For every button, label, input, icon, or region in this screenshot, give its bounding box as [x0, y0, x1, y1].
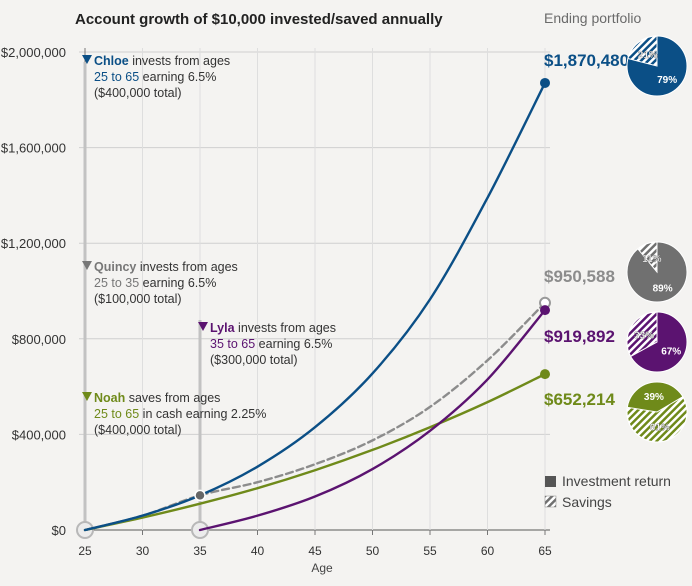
- x-tick-label: 50: [366, 544, 380, 558]
- series-line-noah: [83, 372, 547, 532]
- legend-investment-swatch: [545, 476, 556, 487]
- annotation-name: Lyla: [210, 321, 236, 335]
- end-marker-chloe: [540, 77, 550, 88]
- pie-label-investment: 89%: [653, 284, 673, 295]
- x-tick-label: 60: [481, 544, 495, 558]
- final-value-quincy: $950,588: [544, 267, 615, 286]
- legend-savings-label: Savings: [562, 494, 612, 510]
- y-tick-label: $1,200,000: [1, 236, 66, 251]
- annotation-range: 25 to 65: [94, 70, 139, 84]
- x-tick-label: 35: [193, 544, 207, 558]
- pie-label-investment: 79%: [657, 75, 677, 86]
- y-tick-label: $0: [52, 523, 66, 538]
- annotation-name: Quincy: [94, 260, 136, 274]
- end-marker-lyla: [540, 305, 550, 316]
- annotation-range: 25 to 65: [94, 407, 139, 421]
- pie-lyla: 33% 67%: [626, 311, 688, 373]
- final-value-chloe: $1,870,480: [544, 51, 629, 70]
- grid-layer: $0 $400,000 $800,000 $1,200,000 $1,600,000 $2…: [1, 45, 552, 558]
- value-label-layer: $1,870,480 $950,588 $919,892 $652,214: [544, 51, 629, 409]
- legend-investment-label: Investment return: [562, 473, 671, 489]
- pie-slice-savings: [626, 396, 688, 443]
- pie-layer: 21% 79% 11% 89% 33% 67% 61% 39%: [626, 35, 688, 443]
- series-layer: [83, 81, 547, 532]
- annotation-rate: earning 6.5%: [255, 337, 332, 351]
- x-tick-label: 25: [78, 544, 92, 558]
- annotation-noah: Noah saves from ages 25 to 65 in cash ear…: [82, 391, 266, 437]
- annotation-name: Chloe: [94, 54, 129, 68]
- annotation-line1: Lyla invests from ages: [210, 321, 336, 335]
- y-tick-label: $1,600,000: [1, 141, 66, 156]
- pie-label-savings: 21%: [638, 50, 658, 61]
- end-marker-noah: [540, 369, 550, 380]
- annotation-arrow-icon: [82, 55, 92, 64]
- marker-layer: [194, 77, 551, 502]
- y-tick-label: $400,000: [12, 427, 66, 442]
- annotation-arrow-icon: [82, 261, 92, 270]
- annotation-line2: 25 to 65 earning 6.5%: [94, 70, 216, 84]
- x-tick-label: 40: [251, 544, 265, 558]
- annotation-line2: 25 to 65 in cash earning 2.25%: [94, 407, 266, 421]
- pie-slice-savings: [626, 311, 658, 358]
- annotation-text: invests from ages: [129, 54, 230, 68]
- annotation-range: 25 to 35: [94, 276, 139, 290]
- legend: Investment return Savings: [544, 473, 671, 510]
- pie-label-investment: 39%: [644, 392, 664, 403]
- annotation-lyla: Lyla invests from ages 35 to 65 earning 6…: [198, 321, 336, 367]
- x-tick-label: 65: [538, 544, 552, 558]
- annotation-line1: Noah saves from ages: [94, 391, 220, 405]
- pie-label-savings: 11%: [642, 254, 662, 265]
- annotation-line2: 25 to 35 earning 6.5%: [94, 276, 216, 290]
- annotation-text: invests from ages: [136, 260, 237, 274]
- annotation-chloe: Chloe invests from ages 25 to 65 earning …: [82, 54, 230, 100]
- x-tick-label: 30: [136, 544, 150, 558]
- series-line-chloe: [83, 81, 547, 532]
- annotation-total: ($400,000 total): [94, 423, 182, 437]
- annotation-rate: in cash earning 2.25%: [139, 407, 266, 421]
- annotation-range: 35 to 65: [210, 337, 255, 351]
- annotation-text: saves from ages: [125, 391, 220, 405]
- x-tick-label: 45: [308, 544, 322, 558]
- pie-slice-savings: [627, 35, 658, 67]
- final-value-noah: $652,214: [544, 390, 615, 409]
- pie-noah: 61% 39%: [626, 381, 688, 443]
- annotation-total: ($100,000 total): [94, 292, 182, 306]
- pie-slice-savings: [637, 241, 658, 274]
- pie-label-savings: 61%: [650, 423, 670, 434]
- pie-chloe: 21% 79%: [626, 35, 688, 97]
- final-value-lyla: $919,892: [544, 327, 615, 346]
- pie-label-investment: 67%: [661, 346, 681, 357]
- annotation-quincy: Quincy invests from ages 25 to 35 earning…: [82, 260, 238, 306]
- annotation-total: ($400,000 total): [94, 86, 182, 100]
- chart-title: Account growth of $10,000 invested/saved…: [75, 11, 443, 28]
- quincy-stop-marker: [194, 489, 206, 502]
- annotation-name: Noah: [94, 391, 125, 405]
- annotation-text: invests from ages: [235, 321, 336, 335]
- annotation-layer: Chloe invests from ages 25 to 65 earning …: [76, 54, 336, 539]
- annotation-line1: Quincy invests from ages: [94, 260, 238, 274]
- annotation-rate: earning 6.5%: [139, 70, 216, 84]
- pie-label-savings: 33%: [634, 330, 654, 341]
- y-tick-label: $2,000,000: [1, 45, 66, 60]
- annotation-total: ($300,000 total): [210, 353, 298, 367]
- series-line-lyla: [198, 308, 547, 532]
- legend-savings-swatch: [544, 495, 557, 508]
- portfolio-title: Ending portfolio: [544, 10, 642, 26]
- x-axis-label: Age: [311, 561, 333, 575]
- pie-quincy: 11% 89%: [626, 241, 688, 303]
- annotation-line1: Chloe invests from ages: [94, 54, 230, 68]
- x-tick-label: 55: [423, 544, 437, 558]
- annotation-arrow-icon: [82, 392, 92, 401]
- y-tick-label: $800,000: [12, 332, 66, 347]
- annotation-arrow-icon: [198, 322, 208, 331]
- annotation-rate: earning 6.5%: [139, 276, 216, 290]
- annotation-line2: 35 to 65 earning 6.5%: [210, 337, 332, 351]
